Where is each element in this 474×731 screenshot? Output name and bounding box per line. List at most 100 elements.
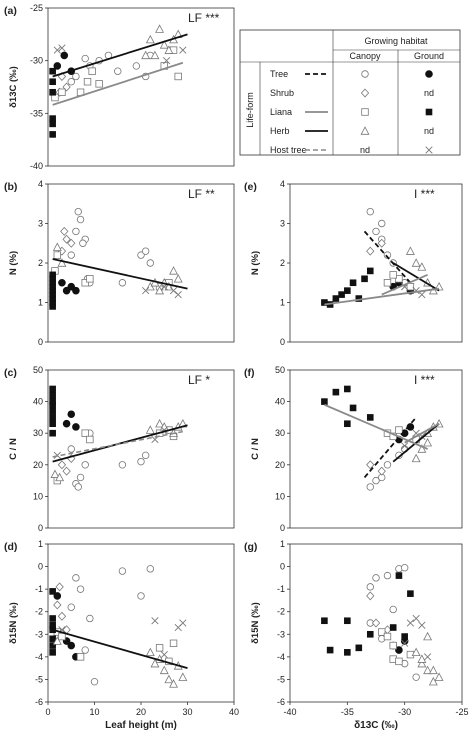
- data-point: [67, 251, 75, 259]
- regression-line: [404, 422, 440, 444]
- series-liana-ground: [321, 572, 414, 656]
- data-point: [321, 398, 328, 405]
- chart-panel-e: 0 1 2 3 4 (e) N (%) I ***: [244, 179, 463, 347]
- data-point: [55, 472, 65, 482]
- legend-lifeform-header: Life-form: [245, 92, 255, 128]
- y-axis-label: N (%): [8, 251, 19, 275]
- data-point: [159, 665, 169, 675]
- data-point: [88, 67, 96, 75]
- data-point: [141, 50, 151, 60]
- legend-marker: [425, 70, 433, 78]
- data-point: [155, 24, 165, 33]
- x-tick-label: 0: [45, 707, 50, 717]
- legend-rows: Tree Shrub nd Liana Herb nd Host tree nd: [270, 69, 434, 155]
- y-axis-label: δ15N (‰): [250, 602, 261, 644]
- y-tick-label: -30: [30, 56, 43, 66]
- data-point: [76, 473, 85, 482]
- y-tick-label: 50: [33, 365, 43, 375]
- y-tick-label: -1: [277, 584, 285, 594]
- data-point: [179, 619, 187, 627]
- series-liana-ground: [49, 67, 56, 138]
- regression-line: [52, 61, 184, 106]
- y-tick-label: 4: [280, 179, 285, 189]
- y-tick-label: -3: [35, 629, 43, 639]
- data-point: [417, 444, 427, 453]
- x-tick-label: -35: [341, 707, 354, 717]
- data-point: [321, 617, 328, 625]
- regression-line: [381, 274, 428, 296]
- data-point: [371, 618, 381, 628]
- data-point: [86, 435, 94, 444]
- x-tick-label: -40: [283, 707, 296, 717]
- y-tick-label: 2: [38, 258, 43, 268]
- data-point: [372, 476, 380, 485]
- data-point: [49, 391, 56, 399]
- data-point: [411, 647, 421, 657]
- data-point: [395, 572, 403, 579]
- series-host-ground: [142, 283, 182, 299]
- y-tick-label: -6: [277, 697, 285, 707]
- y-tick-label: 0: [280, 337, 285, 347]
- data-point: [50, 469, 60, 478]
- series-shrub-canopy: [366, 238, 386, 256]
- data-point: [49, 621, 56, 629]
- chart-panel-f: 0 10 20 30 40 50 (f) C / N I ***: [244, 365, 463, 533]
- data-point: [60, 226, 69, 236]
- data-point: [137, 251, 145, 259]
- data-point: [377, 238, 386, 248]
- significance-annotation: LF *: [188, 373, 210, 387]
- data-point: [179, 46, 187, 54]
- y-tick-label: 30: [275, 428, 285, 438]
- legend-row-label: Shrub: [270, 88, 294, 98]
- data-point: [160, 650, 168, 659]
- series-tree-ground: [58, 278, 80, 295]
- data-point: [145, 425, 155, 434]
- data-point: [423, 653, 432, 661]
- data-point: [401, 442, 409, 450]
- legend-row-herb: Herb nd: [270, 126, 434, 136]
- data-point: [58, 278, 66, 287]
- data-point: [137, 592, 145, 600]
- data-point: [49, 303, 56, 310]
- data-point: [321, 299, 328, 306]
- series-liana-ground: [49, 271, 56, 310]
- regression-line: [363, 416, 417, 479]
- y-tick-label: -4: [277, 652, 285, 662]
- y-tick-label: 4: [38, 179, 43, 189]
- data-point: [86, 275, 94, 283]
- data-point: [118, 567, 127, 575]
- panel-label: (b): [4, 181, 17, 193]
- data-point: [366, 460, 375, 470]
- y-tick-label: -5: [35, 674, 43, 684]
- data-point: [418, 621, 426, 629]
- data-point: [55, 582, 64, 592]
- series-herb-canopy: [52, 636, 188, 688]
- series-shrub-canopy: [366, 591, 392, 635]
- data-point: [383, 632, 392, 641]
- data-point: [72, 286, 80, 295]
- y-tick-label: 10: [33, 491, 43, 501]
- legend-marker: [425, 146, 433, 154]
- series-tree-ground: [62, 410, 80, 431]
- legend-row-liana: Liana: [270, 107, 433, 117]
- data-point: [355, 644, 363, 652]
- series-liana-ground: [49, 588, 56, 656]
- data-point: [118, 279, 127, 287]
- data-point: [406, 282, 415, 291]
- significance-annotation: LF **: [188, 187, 215, 201]
- data-point: [389, 605, 397, 614]
- x-tick-label: 20: [136, 707, 146, 717]
- y-axis-label: C / N: [250, 438, 261, 460]
- data-point: [74, 207, 82, 216]
- panel-label: (a): [4, 5, 17, 17]
- regression-line: [324, 287, 440, 306]
- data-point: [62, 234, 71, 244]
- y-tick-label: 1: [280, 539, 285, 549]
- legend-table: Growing habitat Canopy Ground Life-form …: [239, 29, 461, 156]
- data-point: [366, 414, 374, 421]
- data-point: [60, 51, 69, 60]
- data-point: [326, 646, 334, 654]
- regression-line: [52, 258, 188, 290]
- y-tick-label: 10: [275, 491, 285, 501]
- chart-panel-b: 0 1 2 3 4 (b) N (%) LF **: [4, 179, 235, 347]
